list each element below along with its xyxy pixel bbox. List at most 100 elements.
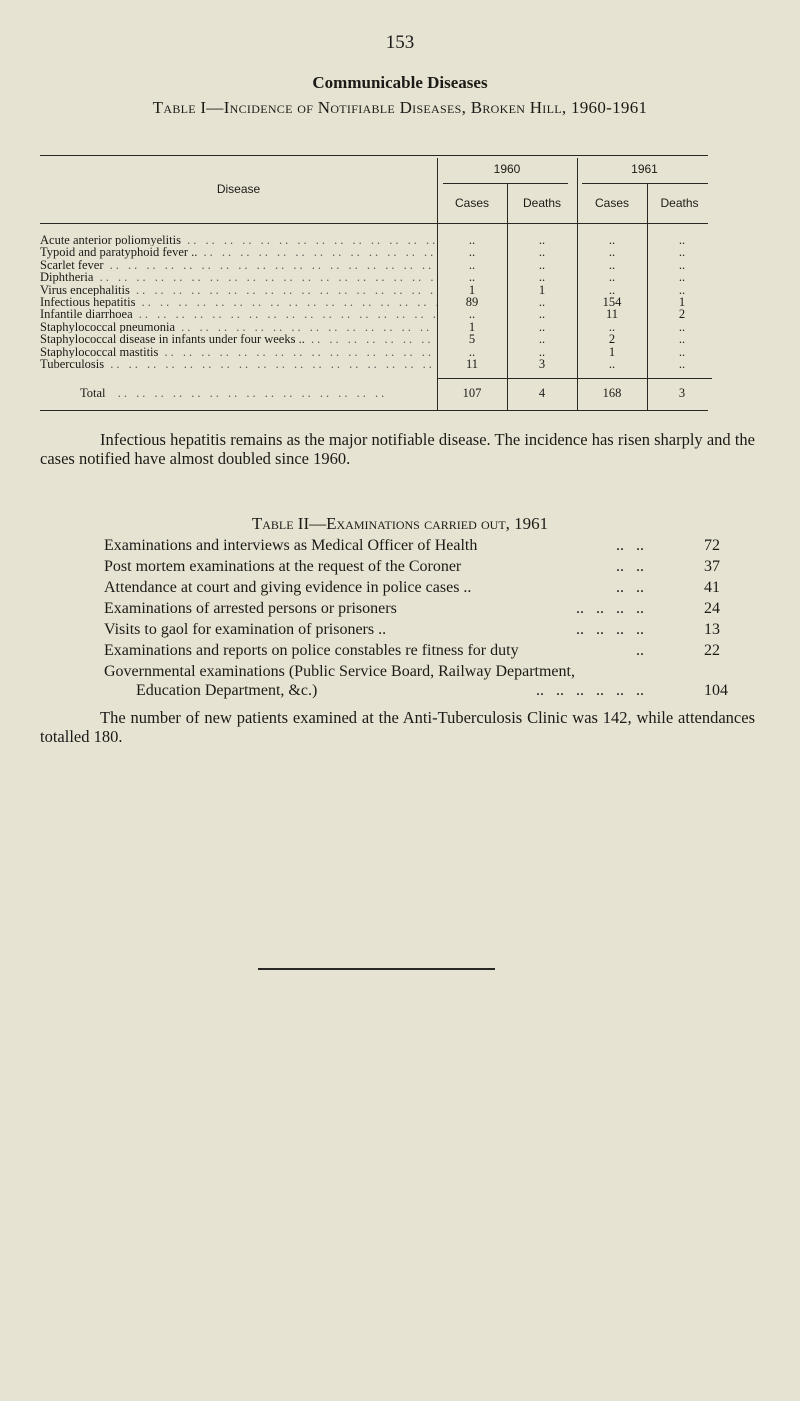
table-cell: .. — [538, 319, 546, 334]
leader-dots: .. .. .. .. .. .. — [536, 682, 644, 699]
column-divider — [507, 184, 508, 410]
table-cell: 11 — [465, 357, 479, 371]
disease-name: Staphylococcal pneumonia — [40, 320, 176, 334]
disease-name: Typoid and paratyphoid fever .. — [40, 246, 198, 259]
examination-row: Post mortem examinations at the request … — [104, 557, 720, 576]
disease-name: Acute anterior poliomyelitis — [40, 234, 181, 247]
examination-row: Governmental examinations (Public Servic… — [104, 662, 728, 700]
subheader: Deaths — [522, 196, 562, 210]
disease-name: Diphtheria — [40, 271, 94, 284]
table-cell: .. — [538, 307, 546, 322]
table-cell: 89 — [465, 295, 479, 309]
column-divider — [647, 184, 648, 410]
table-cell: .. — [678, 233, 686, 247]
total-cell: 4 — [538, 386, 546, 400]
disease-name: Staphylococcal mastitis — [40, 345, 159, 358]
disease-name: Infectious hepatitis — [40, 296, 136, 309]
table-cell: 1 — [678, 295, 686, 309]
table-cell: 1 — [468, 282, 476, 297]
table-cell: 1 — [538, 282, 546, 297]
leader-dots: .. .. .. .. .. .. .. .. .. .. .. .. .. .… — [164, 345, 437, 358]
table-cell: .. — [538, 332, 546, 347]
leader-dots: .. .. .. .. .. .. .. .. .. .. .. .. .. .… — [187, 234, 437, 247]
table-cell: .. — [678, 270, 686, 285]
table-cell: .. — [678, 282, 686, 297]
table-cell: .. — [608, 319, 616, 334]
examination-label: Governmental examinations (Public Servic… — [104, 663, 575, 680]
table-cell: .. — [608, 257, 616, 272]
table-cell: .. — [538, 270, 546, 285]
paragraph-hepatitis: Infectious hepatitis remains as the majo… — [40, 430, 755, 468]
examination-label: Post mortem examinations at the request … — [104, 558, 462, 575]
table-cell: .. — [538, 344, 546, 359]
header-bottom-rule — [40, 223, 708, 224]
leader-dots: .. .. .. .. .. .. .. .. .. .. .. .. .. .… — [310, 333, 437, 346]
examination-row: Examinations and reports on police const… — [104, 641, 720, 660]
examination-count: 22 — [704, 642, 720, 659]
column-divider — [437, 158, 438, 410]
subheader: Deaths — [660, 196, 699, 210]
table-cell: .. — [678, 357, 686, 371]
examination-count: 13 — [704, 621, 720, 638]
leader-dots: .. .. .. .. .. .. .. .. .. .. .. .. .. .… — [181, 320, 437, 334]
disease-name: Tuberculosis — [40, 358, 105, 371]
table-cell: 2 — [608, 332, 616, 347]
table-cell: 2 — [678, 307, 686, 322]
table-cell: .. — [468, 307, 476, 322]
leader-dots: .. .. .. .. .. .. .. .. .. .. .. .. .. .… — [110, 358, 437, 371]
examination-count: 24 — [704, 600, 720, 617]
leader-dots: .. — [636, 642, 644, 659]
disease-name: Staphylococcal disease in infants under … — [40, 333, 305, 346]
total-label: Total — [80, 387, 106, 400]
examination-count: 41 — [704, 579, 720, 596]
column-divider — [577, 158, 578, 410]
year-header: 1960 — [493, 162, 521, 176]
leader-dots: .. .. .. .. .. .. .. .. .. .. .. .. .. .… — [141, 296, 437, 309]
leader-dots: .. .. .. .. .. .. .. .. .. .. .. .. .. .… — [99, 271, 437, 284]
examination-label-cont: Education Department, &c.) — [136, 682, 318, 699]
footer-rule — [258, 968, 495, 970]
table-top-rule — [40, 155, 708, 156]
disease-name: Scarlet fever — [40, 258, 104, 272]
table-cell: .. — [468, 344, 476, 359]
examination-row: Examinations and interviews as Medical O… — [104, 536, 720, 555]
table-cell: .. — [608, 233, 616, 247]
examination-count: 37 — [704, 558, 720, 575]
table-cell: .. — [538, 233, 546, 247]
table-cell: 5 — [468, 332, 476, 347]
examination-count: 104 — [704, 682, 728, 699]
total-rule — [437, 378, 712, 379]
table-cell: .. — [538, 245, 546, 260]
leader-dots: .. .. — [616, 579, 644, 596]
disease-header: Disease — [216, 182, 261, 196]
table-cell: .. — [538, 257, 546, 272]
total-cell: 168 — [602, 386, 622, 400]
table-cell: .. — [608, 357, 616, 371]
table-cell: .. — [468, 270, 476, 285]
table-cell: 1 — [608, 344, 616, 359]
table-cell: .. — [608, 282, 616, 297]
table-cell: .. — [468, 233, 476, 247]
table-cell: .. — [538, 295, 546, 309]
total-cell: 107 — [462, 386, 482, 400]
section-heading: Communicable Diseases — [312, 73, 488, 92]
leader-dots: .. .. .. .. .. .. .. .. .. .. .. .. .. .… — [138, 308, 437, 321]
leader-dots: .. .. .. .. — [576, 600, 644, 617]
table-cell: .. — [608, 245, 616, 260]
leader-dots: .. .. .. .. .. .. .. .. .. .. .. .. .. .… — [135, 283, 437, 296]
table-cell: .. — [468, 245, 476, 260]
table-cell: .. — [678, 332, 686, 347]
page-number: 153 — [385, 32, 415, 53]
examination-label: Attendance at court and giving evidence … — [104, 579, 472, 596]
examination-row: Visits to gaol for examination of prison… — [104, 620, 720, 639]
table-cell: 154 — [602, 295, 622, 309]
total-cell: 3 — [678, 386, 686, 400]
table-cell: 3 — [538, 357, 546, 371]
examination-label: Examinations and interviews as Medical O… — [104, 537, 478, 554]
leader-dots: .. .. .. .. .. .. .. .. .. .. .. .. .. .… — [109, 258, 437, 272]
leader-dots: .. .. .. .. — [576, 621, 644, 638]
table-cell: 1 — [468, 319, 476, 334]
year-1960-rule — [443, 183, 568, 184]
table-cell: .. — [678, 245, 686, 260]
year-header: 1961 — [631, 162, 658, 176]
